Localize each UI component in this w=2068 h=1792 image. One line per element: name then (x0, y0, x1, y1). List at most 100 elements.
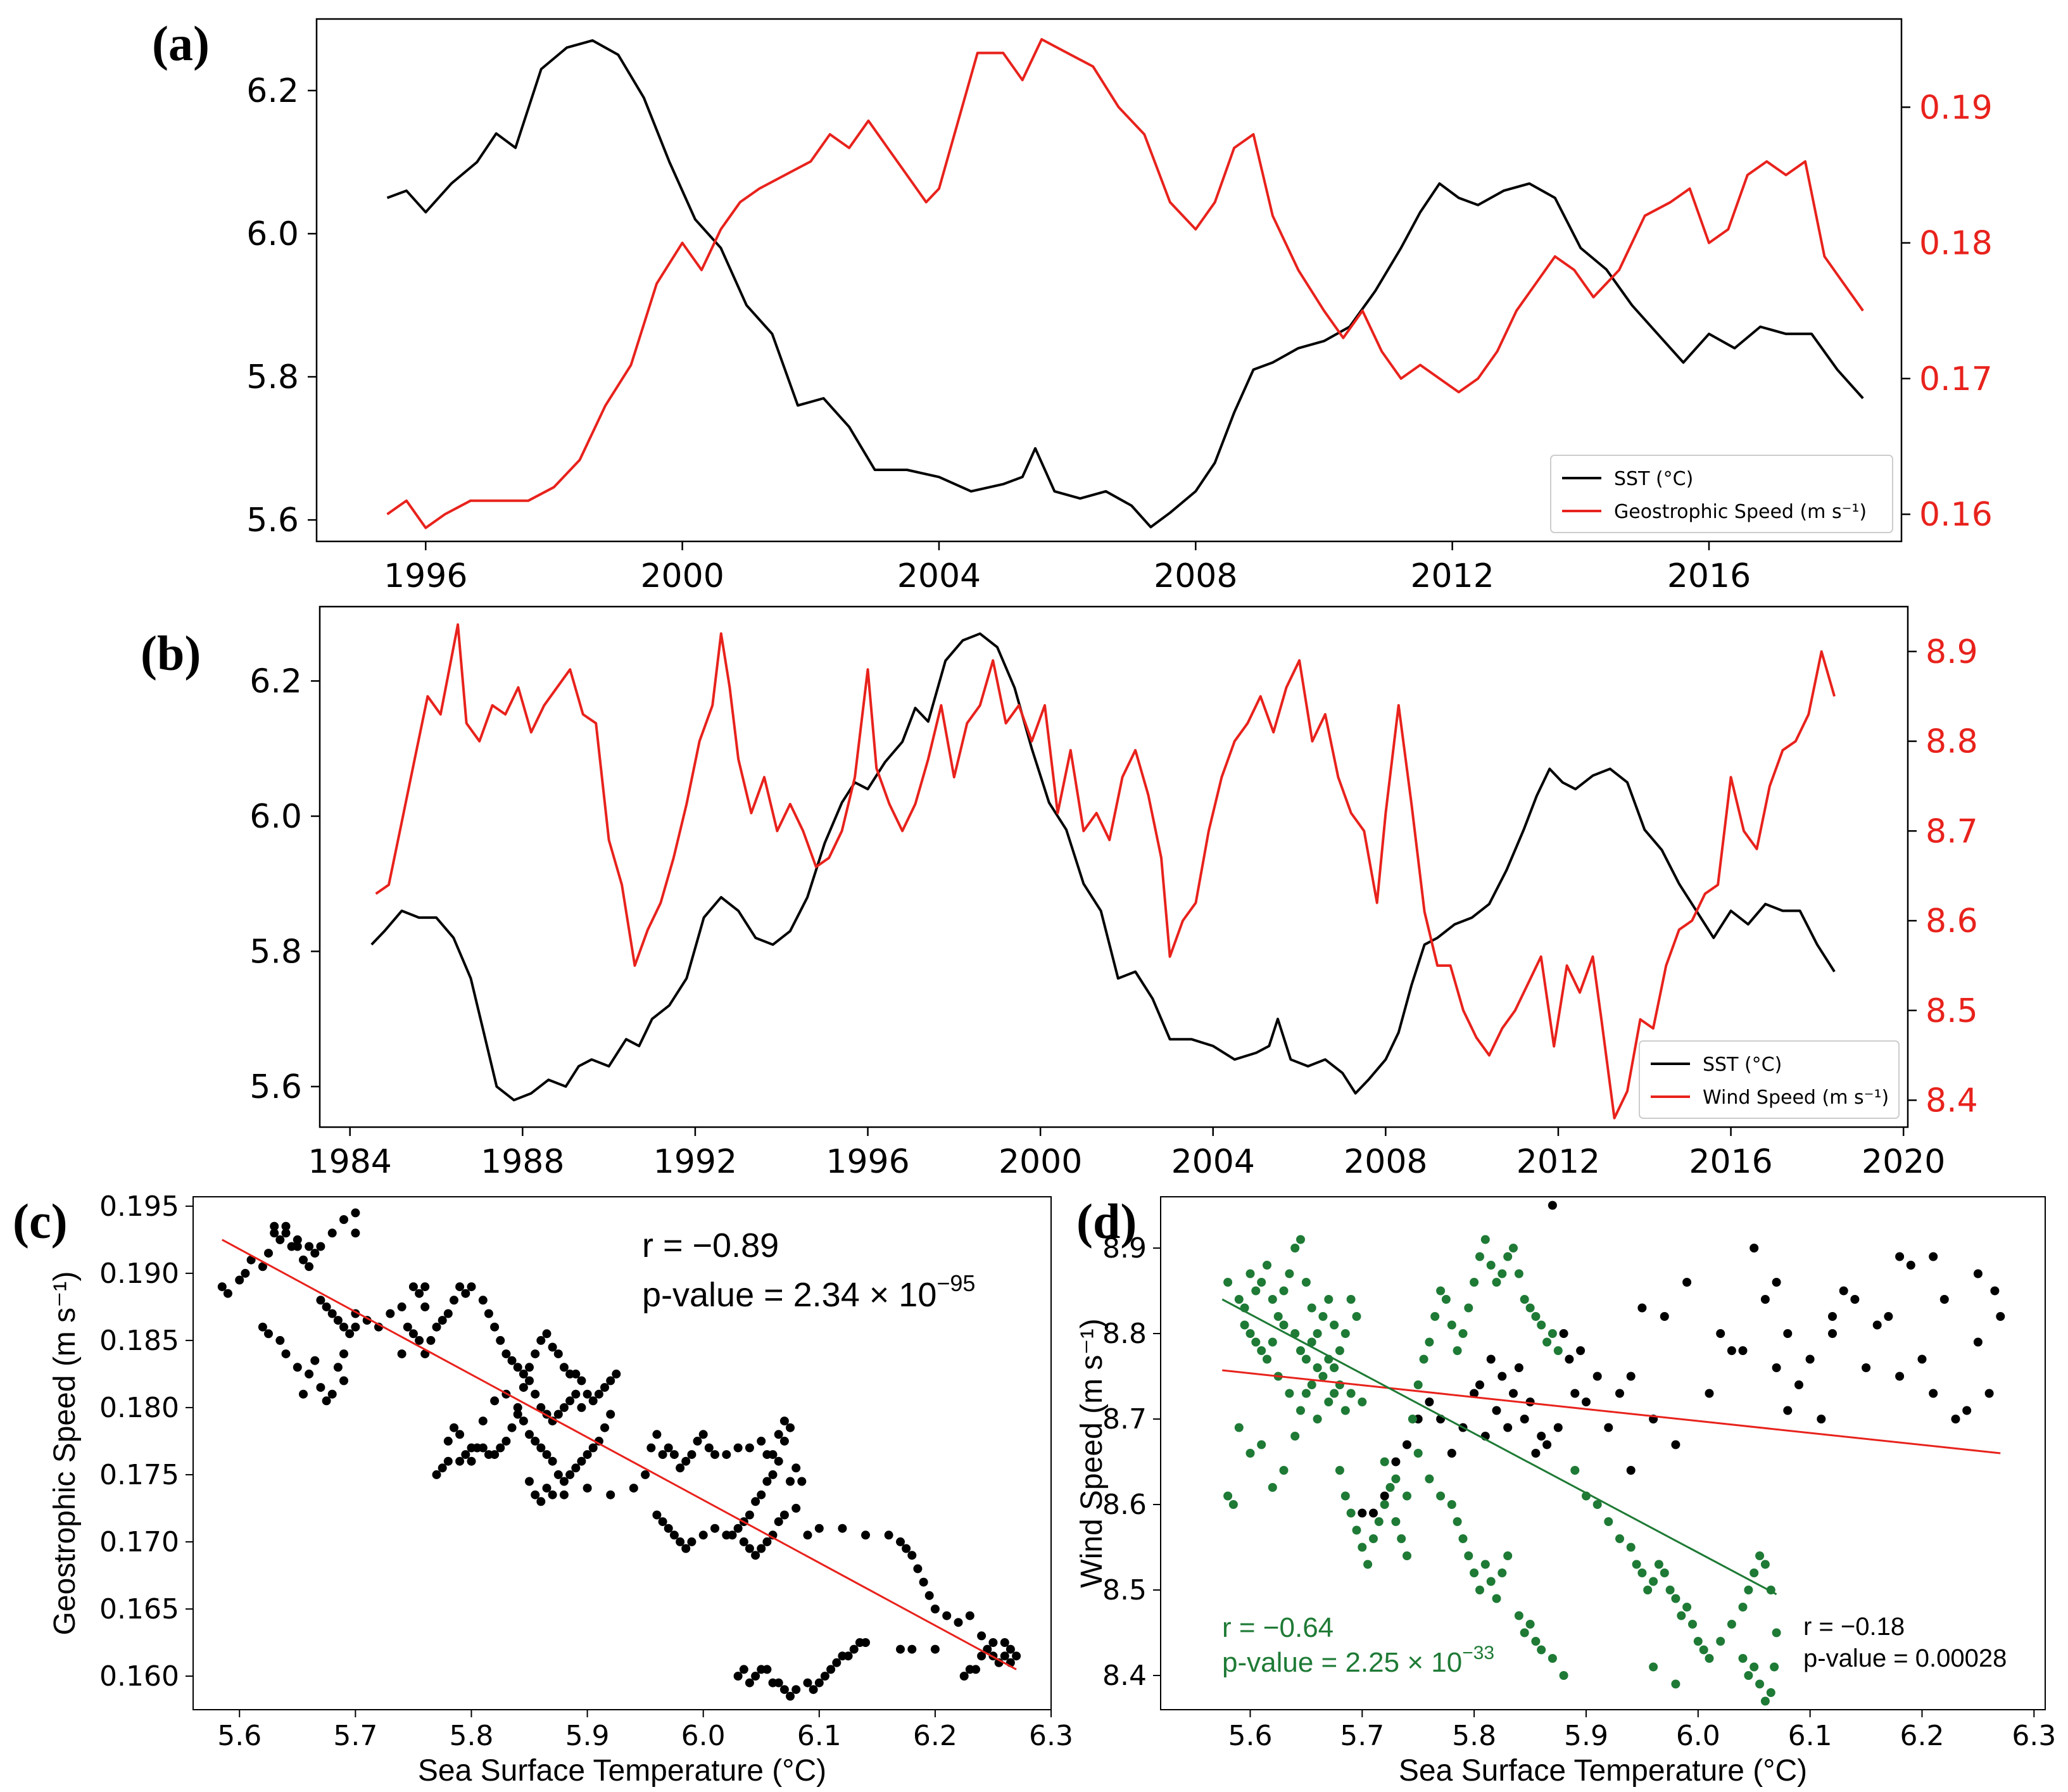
scatter-point (270, 1221, 279, 1231)
x-tick-label: 5.7 (333, 1720, 377, 1752)
scatter-point-black (1447, 1449, 1456, 1458)
scatter-point (362, 1316, 372, 1325)
scatter-point (542, 1484, 552, 1493)
scatter-point-green (1346, 1389, 1356, 1398)
scatter-point (490, 1322, 500, 1332)
scatter-point (600, 1423, 609, 1432)
scatter-point (351, 1322, 360, 1332)
scatter-point (559, 1490, 569, 1499)
scatter-point-black (1772, 1278, 1781, 1287)
scatter-point (698, 1530, 708, 1540)
scatter-point-green (1313, 1415, 1322, 1423)
scatter-point (838, 1651, 847, 1661)
scatter-point (565, 1396, 575, 1406)
y2-tick-label: 8.7 (1926, 812, 1978, 850)
scatter-point (553, 1410, 563, 1419)
scatter-point (577, 1376, 586, 1385)
y-tick-label: 8.7 (1102, 1403, 1147, 1435)
scatter-points-black (1358, 1201, 2005, 1518)
scatter-point (415, 1289, 424, 1298)
scatter-point (316, 1296, 325, 1305)
y2-tick-label: 8.5 (1926, 992, 1978, 1030)
scatter-point (681, 1456, 691, 1466)
x-tick-label: 6.0 (1676, 1720, 1720, 1752)
scatter-point-green (1330, 1320, 1339, 1330)
scatter-point (519, 1417, 528, 1426)
scatter-point-black (1872, 1320, 1882, 1330)
panel-letter: (d) (1076, 1194, 1137, 1249)
scatter-point-black (1929, 1389, 1938, 1398)
scatter-point-black (1565, 1354, 1574, 1364)
scatter-point-green (1665, 1586, 1675, 1594)
scatter-point-green (1385, 1483, 1395, 1492)
scatter-point-black (1805, 1354, 1815, 1364)
scatter-point-black (1996, 1312, 2005, 1321)
x-axis-title: Sea Surface Temperature (°C) (418, 1754, 826, 1788)
scatter-point-green (1525, 1620, 1535, 1629)
scatter-point (397, 1302, 407, 1311)
scatter-point (652, 1430, 662, 1439)
scatter-point (513, 1410, 522, 1419)
scatter-point-green (1425, 1474, 1434, 1484)
scatter-point (531, 1349, 540, 1359)
scatter-point (258, 1322, 267, 1332)
scatter-point-green (1228, 1500, 1238, 1509)
scatter-point (757, 1544, 766, 1553)
scatter-point (1006, 1644, 1015, 1654)
scatter-point (924, 1591, 934, 1600)
scatter-point (432, 1470, 441, 1479)
scatter-point-black (1380, 1491, 1389, 1501)
panel-c: 5.6 5.7 5.8 5.9 6.0 6.1 6.2 6.3 0.160 0.165 0.170 0… (13, 1190, 1073, 1788)
scatter-point-green (1542, 1337, 1552, 1347)
scatter-point (669, 1450, 679, 1460)
scatter-point-green (1682, 1603, 1692, 1612)
annotation-black-r: r = −0.18 (1803, 1613, 1905, 1641)
y2-tick-label: 8.6 (1926, 902, 1978, 940)
scatter-point-green (1413, 1380, 1423, 1389)
scatter-point-green (1425, 1337, 1434, 1347)
x-tick-label: 6.1 (797, 1720, 842, 1752)
scatter-point (577, 1456, 586, 1466)
scatter-point-green (1318, 1312, 1328, 1321)
scatter-point-green (1453, 1517, 1462, 1526)
scatter-point (525, 1430, 534, 1439)
scatter-point (531, 1490, 540, 1499)
scatter-point-green (1324, 1295, 1333, 1304)
scatter-point-black (1548, 1201, 1557, 1210)
scatter-point (351, 1208, 360, 1218)
scatter-point (786, 1691, 795, 1701)
scatter-point-green (1301, 1354, 1311, 1364)
scatter-point (704, 1443, 714, 1453)
scatter-point (930, 1605, 940, 1613)
scatter-point-green (1716, 1637, 1725, 1646)
scatter-point (849, 1644, 859, 1654)
scatter-point-green (1671, 1679, 1680, 1689)
scatter-point-black (1475, 1380, 1484, 1389)
scatter-point (930, 1644, 940, 1654)
scatter-point (896, 1537, 905, 1546)
y-tick-label: 8.6 (1102, 1489, 1147, 1521)
scatter-point-green (1403, 1491, 1411, 1501)
x-tick-label: 2008 (1344, 1143, 1427, 1181)
plot-frame (1160, 1196, 2046, 1710)
scatter-point (420, 1302, 430, 1311)
panel-b: 1984 1988 1992 1996 2000 2004 2008 2012 2016 2020… (141, 605, 1978, 1181)
scatter-point-green (1245, 1269, 1255, 1278)
y-tick-label: 5.8 (249, 933, 302, 971)
scatter-point (351, 1228, 360, 1238)
scatter-point (490, 1396, 500, 1406)
scatter-point-green (1441, 1295, 1451, 1304)
scatter-point (612, 1369, 621, 1379)
x-tick-label: 2000 (640, 557, 724, 595)
y2-tick-label: 8.8 (1926, 723, 1978, 761)
scatter-point-green (1436, 1491, 1446, 1501)
scatter-point-green (1340, 1329, 1350, 1338)
scatter-point (432, 1322, 441, 1332)
scatter-point (293, 1242, 302, 1251)
annotation-green-p: p-value = 2.25 × 10−33 (1222, 1643, 1494, 1678)
scatter-point (1012, 1651, 1021, 1661)
scatter-point-green (1268, 1295, 1277, 1304)
scatter-point-green (1677, 1611, 1686, 1620)
scatter-point-black (1862, 1363, 1871, 1372)
scatter-point (814, 1524, 824, 1533)
